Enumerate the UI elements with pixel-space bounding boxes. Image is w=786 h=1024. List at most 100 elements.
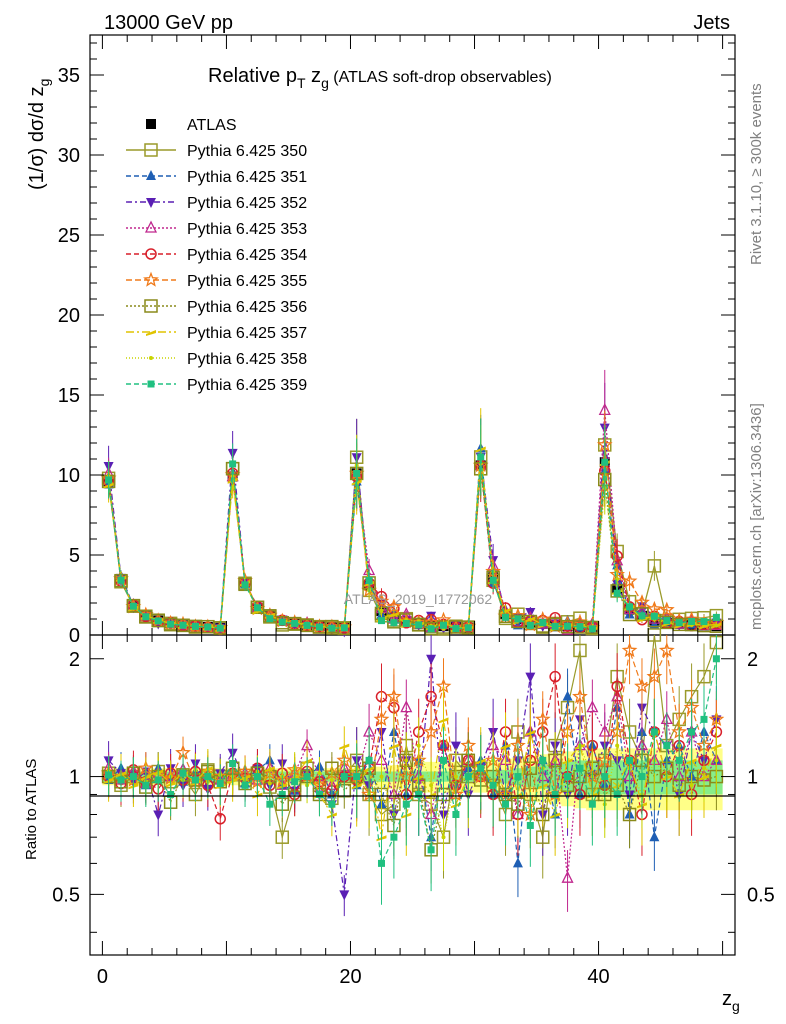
- point-s359: [613, 589, 621, 597]
- point-s359: [539, 619, 547, 627]
- ratio-point-s351: [562, 690, 573, 701]
- y-tick-label-bottom: 1: [69, 767, 80, 789]
- ratio-point-s357: [438, 717, 449, 724]
- legend-label: Pythia 6.425 352: [187, 195, 307, 212]
- point-s357: [525, 616, 536, 623]
- point-s357: [388, 611, 399, 618]
- top-series-layer: [100, 369, 725, 638]
- title-sub-g: g: [321, 75, 329, 91]
- y-tick-label-bottom-right: 2: [747, 649, 758, 671]
- ratio-point-s357: [339, 743, 350, 750]
- point-s359: [340, 624, 348, 632]
- ratio-line-s354: [108, 676, 717, 821]
- x-tick-label: 40: [587, 966, 609, 988]
- point-s359: [105, 476, 113, 484]
- y-tick-label-top: 25: [58, 225, 80, 247]
- ratio-point-s355: [658, 642, 675, 658]
- point-s359: [179, 621, 187, 629]
- point-s359: [154, 617, 162, 625]
- ratio-point-s359: [328, 800, 336, 808]
- x-axis-label: zg: [722, 988, 740, 1014]
- ratio-point-s355: [373, 711, 390, 727]
- ratio-point-s354: [214, 813, 226, 825]
- legend-label: Pythia 6.425 358: [187, 351, 307, 368]
- ratio-point-s350: [275, 830, 290, 844]
- ratio-point-s359: [551, 790, 559, 798]
- legend-marker: [144, 220, 158, 233]
- ratio-point-s359: [675, 756, 683, 764]
- point-s350: [647, 559, 662, 573]
- point-s359: [514, 615, 522, 623]
- ratio-point-s358: [404, 758, 409, 763]
- y-tick-label-bottom-right: 0.5: [747, 884, 775, 906]
- title-sub-T: T: [297, 75, 306, 91]
- svg-text:(1/σ) dσ/d zg: (1/σ) dσ/d zg: [26, 79, 52, 190]
- point-s359: [402, 619, 410, 627]
- point-s359: [390, 619, 398, 627]
- legend-item-s352: Pythia 6.425 352: [126, 195, 307, 212]
- ratio-point-s359: [489, 781, 497, 789]
- title-zg: z: [306, 65, 322, 87]
- point-s356: [126, 598, 141, 613]
- legend-marker: [143, 271, 159, 287]
- point-s359: [551, 622, 559, 630]
- point-s359: [452, 625, 460, 633]
- x-tick-label: 20: [339, 966, 361, 988]
- ratio-point-s352: [339, 890, 350, 901]
- point-s359: [415, 621, 423, 629]
- y-tick-label-top: 0: [69, 625, 80, 647]
- ratio-point-s358: [453, 774, 458, 779]
- header-left: 13000 GeV pp: [104, 12, 233, 34]
- ratio-point-s359: [452, 810, 460, 818]
- ratio-point-s358: [416, 743, 421, 748]
- y-tick-label-top: 15: [58, 385, 80, 407]
- ratio-point-s359: [303, 773, 311, 781]
- ratio-point-s359: [576, 764, 584, 772]
- legend-label: Pythia 6.425 350: [187, 143, 307, 160]
- ratio-point-s359: [390, 833, 398, 841]
- ratio-point-s355: [621, 642, 638, 658]
- ratio-point-s359: [179, 769, 187, 777]
- point-s359: [377, 617, 385, 625]
- ratio-point-s353: [586, 700, 599, 713]
- ratio-point-s359: [340, 773, 348, 781]
- legend-label: Pythia 6.425 356: [187, 299, 307, 316]
- ratio-point-s350: [573, 643, 587, 658]
- point-s359: [588, 625, 596, 633]
- point-s359: [315, 623, 323, 631]
- point-s359: [241, 581, 249, 589]
- point-s359: [712, 613, 720, 621]
- ratio-point-s354: [425, 690, 437, 703]
- ratio-point-s359: [502, 800, 510, 808]
- ratio-point-s359: [216, 780, 224, 788]
- legend-item-s353: Pythia 6.425 353: [126, 220, 307, 238]
- point-s359: [427, 625, 435, 633]
- ratio-point-s355: [385, 688, 402, 704]
- legend-item-s350: Pythia 6.425 350: [126, 143, 307, 160]
- legend-item-s354: Pythia 6.425 354: [126, 247, 307, 264]
- legend-label: Pythia 6.425 354: [187, 247, 307, 264]
- ratio-point-s350: [697, 669, 711, 684]
- ratio-point-s359: [377, 859, 385, 867]
- legend-item-s351: Pythia 6.425 351: [126, 169, 307, 186]
- y-tick-label-top: 5: [69, 545, 80, 567]
- legend-marker: [147, 380, 155, 388]
- ratio-point-s358: [267, 781, 272, 786]
- legend-item-s355: Pythia 6.425 355: [126, 271, 307, 290]
- point-s359: [191, 622, 199, 630]
- legend-label: Pythia 6.425 359: [187, 377, 307, 394]
- point-s358: [379, 609, 384, 613]
- ratio-point-s359: [105, 771, 113, 779]
- point-s354: [611, 550, 623, 562]
- ratio-point-s359: [588, 800, 596, 808]
- legend-label: Pythia 6.425 357: [187, 325, 307, 342]
- y-tick-label-bottom: 0.5: [52, 884, 80, 906]
- ratio-point-s359: [440, 756, 448, 764]
- point-s359: [303, 621, 311, 629]
- point-s359: [650, 612, 658, 620]
- point-s359: [626, 603, 634, 611]
- point-s359: [489, 576, 497, 584]
- ratio-point-s351: [512, 857, 523, 868]
- point-s359: [700, 618, 708, 626]
- y-tick-label-top: 10: [58, 465, 80, 487]
